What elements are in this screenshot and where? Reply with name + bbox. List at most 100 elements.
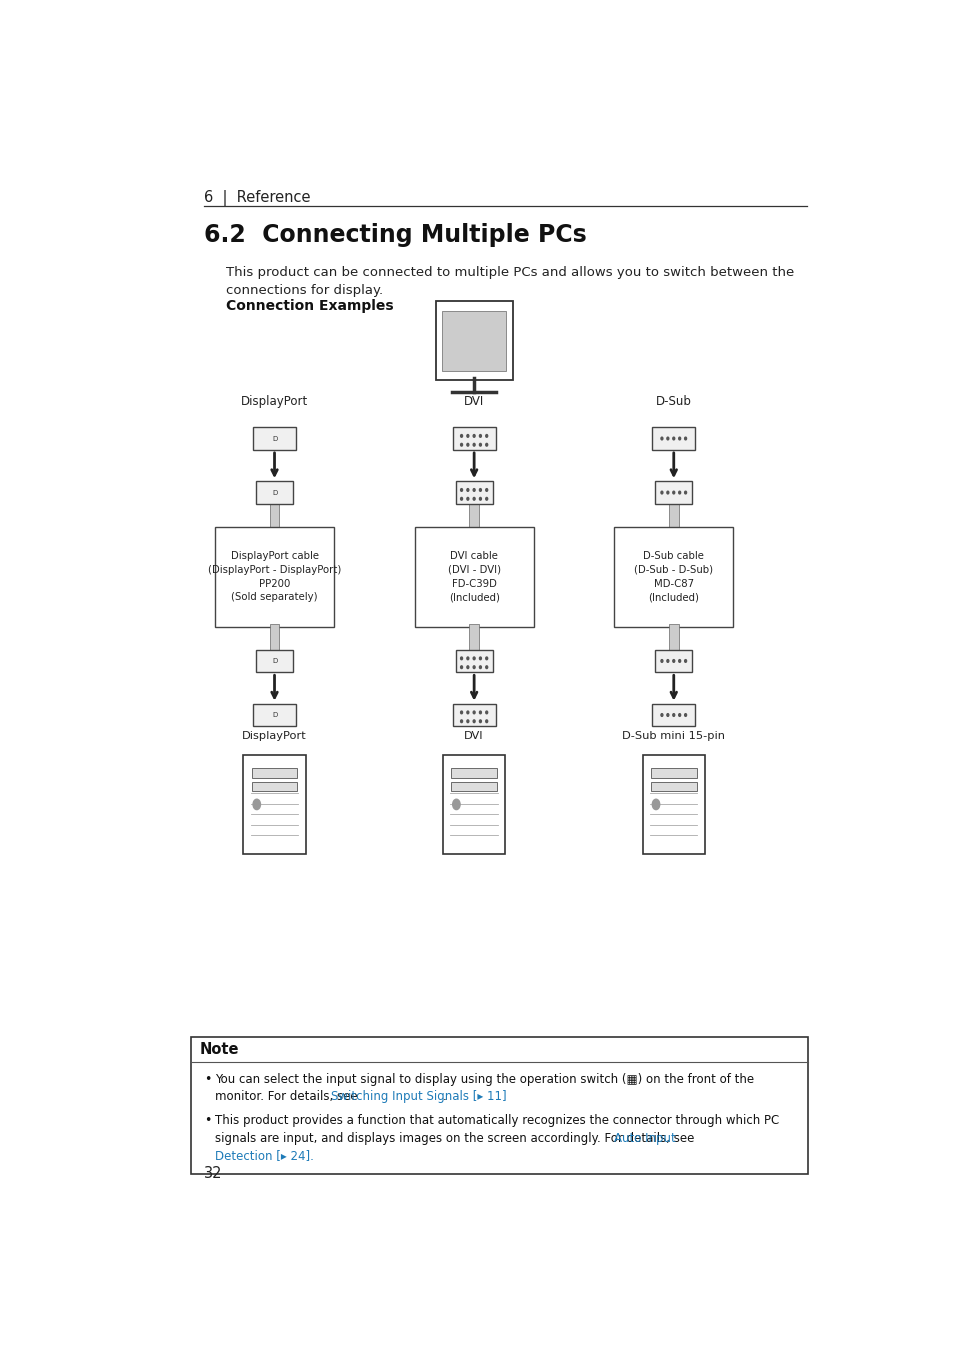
Circle shape	[666, 660, 668, 663]
Text: D-Sub: D-Sub	[655, 394, 691, 408]
Circle shape	[652, 799, 659, 810]
Bar	[255, 649, 293, 672]
Text: D-Sub cable
(D-Sub - D-Sub)
MD-C87
(Included): D-Sub cable (D-Sub - D-Sub) MD-C87 (Incl…	[634, 551, 713, 602]
Text: signals are input, and displays images on the screen accordingly. For details, s: signals are input, and displays images o…	[214, 1131, 697, 1145]
FancyBboxPatch shape	[415, 526, 533, 626]
Text: You can select the input signal to display using the operation switch (▦) on the: You can select the input signal to displ…	[214, 1073, 753, 1085]
Bar	[270, 504, 279, 531]
Circle shape	[660, 437, 662, 440]
Text: DVI: DVI	[464, 730, 483, 741]
Bar	[453, 703, 495, 726]
Circle shape	[460, 711, 462, 714]
Text: DisplayPort: DisplayPort	[241, 394, 308, 408]
FancyBboxPatch shape	[642, 755, 704, 855]
Circle shape	[485, 666, 487, 668]
Bar	[451, 768, 497, 778]
Circle shape	[460, 443, 462, 446]
FancyBboxPatch shape	[614, 526, 733, 626]
Text: DVI: DVI	[463, 394, 484, 408]
Bar	[650, 782, 696, 791]
Circle shape	[666, 714, 668, 717]
Circle shape	[479, 657, 481, 660]
Circle shape	[460, 666, 462, 668]
Text: .: .	[442, 1091, 446, 1103]
Circle shape	[684, 714, 686, 717]
Circle shape	[485, 657, 487, 660]
FancyBboxPatch shape	[214, 526, 334, 626]
FancyBboxPatch shape	[436, 301, 512, 381]
Circle shape	[460, 497, 462, 500]
Circle shape	[672, 714, 674, 717]
Bar	[469, 504, 478, 531]
Circle shape	[466, 489, 468, 491]
Circle shape	[672, 437, 674, 440]
Text: This product provides a function that automatically recognizes the connector thr: This product provides a function that au…	[214, 1114, 778, 1127]
Circle shape	[473, 489, 475, 491]
Circle shape	[479, 443, 481, 446]
Circle shape	[485, 489, 487, 491]
Circle shape	[485, 435, 487, 437]
Bar	[253, 703, 295, 726]
Circle shape	[485, 711, 487, 714]
FancyBboxPatch shape	[442, 310, 505, 371]
Text: DisplayPort cable
(DisplayPort - DisplayPort)
PP200
(Sold separately): DisplayPort cable (DisplayPort - Display…	[208, 551, 341, 602]
Circle shape	[485, 443, 487, 446]
Text: DisplayPort: DisplayPort	[242, 730, 307, 741]
Bar	[253, 427, 295, 450]
Text: Switching Input Signals [▸ 11]: Switching Input Signals [▸ 11]	[331, 1091, 507, 1103]
Circle shape	[466, 435, 468, 437]
Circle shape	[466, 711, 468, 714]
Circle shape	[473, 435, 475, 437]
Text: D-Sub mini 15-pin: D-Sub mini 15-pin	[621, 730, 724, 741]
Circle shape	[466, 443, 468, 446]
Circle shape	[466, 657, 468, 660]
Bar	[252, 768, 297, 778]
Circle shape	[466, 666, 468, 668]
Text: D: D	[272, 436, 277, 441]
Bar	[456, 481, 492, 504]
Text: •: •	[204, 1073, 212, 1085]
FancyBboxPatch shape	[191, 1037, 807, 1174]
Circle shape	[473, 443, 475, 446]
Circle shape	[672, 491, 674, 494]
Bar	[252, 782, 297, 791]
Circle shape	[473, 711, 475, 714]
Bar	[655, 481, 692, 504]
Text: •: •	[204, 1114, 212, 1127]
Circle shape	[678, 714, 679, 717]
Bar	[655, 649, 692, 672]
Bar	[270, 624, 279, 649]
Circle shape	[460, 657, 462, 660]
Circle shape	[660, 714, 662, 717]
Bar	[451, 782, 497, 791]
Circle shape	[460, 720, 462, 722]
Circle shape	[473, 720, 475, 722]
Circle shape	[684, 437, 686, 440]
Circle shape	[678, 660, 679, 663]
Bar	[453, 427, 495, 450]
Bar	[255, 481, 293, 504]
Circle shape	[453, 799, 459, 810]
Text: Auto Input: Auto Input	[613, 1131, 675, 1145]
Circle shape	[485, 720, 487, 722]
Circle shape	[479, 720, 481, 722]
Text: monitor. For details, see: monitor. For details, see	[214, 1091, 360, 1103]
Text: 32: 32	[204, 1166, 223, 1181]
Bar	[469, 624, 478, 649]
Circle shape	[684, 660, 686, 663]
Circle shape	[460, 489, 462, 491]
Text: Detection [▸ 24].: Detection [▸ 24].	[214, 1150, 314, 1162]
Circle shape	[479, 497, 481, 500]
Circle shape	[466, 497, 468, 500]
Circle shape	[666, 437, 668, 440]
Text: DVI cable
(DVI - DVI)
FD-C39D
(Included): DVI cable (DVI - DVI) FD-C39D (Included)	[447, 551, 500, 602]
Circle shape	[672, 660, 674, 663]
Circle shape	[660, 491, 662, 494]
Circle shape	[479, 666, 481, 668]
Bar	[650, 768, 696, 778]
Circle shape	[678, 491, 679, 494]
Circle shape	[473, 666, 475, 668]
Circle shape	[660, 660, 662, 663]
Circle shape	[253, 799, 260, 810]
Circle shape	[666, 491, 668, 494]
